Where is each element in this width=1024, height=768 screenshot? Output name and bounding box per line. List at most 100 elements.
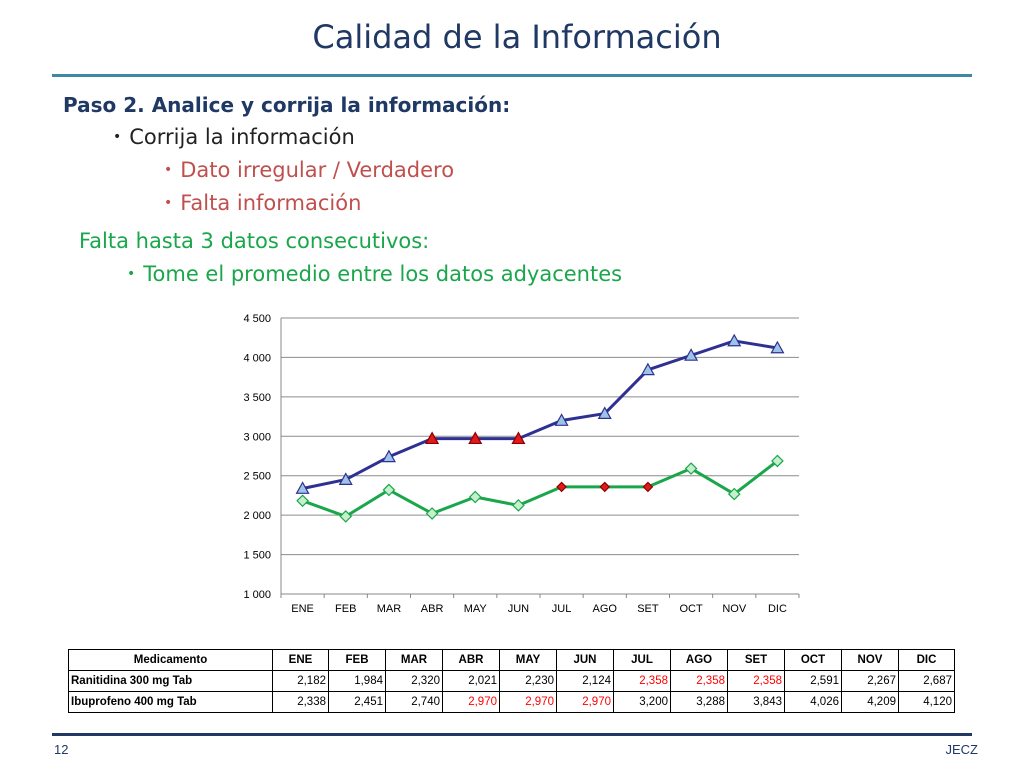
corrected-point-marker <box>511 431 526 445</box>
value-cell: 1,984 <box>328 670 386 692</box>
table-header-cell: Medicamento <box>68 649 273 671</box>
table-row: Ibuprofeno 400 mg Tab 2,338 2,451 2,740 2,97… <box>68 691 955 713</box>
y-tick-label: 2 500 <box>243 471 271 483</box>
point-marker <box>468 490 482 504</box>
y-tick-label: 1 500 <box>243 550 271 562</box>
series-line <box>302 339 778 490</box>
x-tick-label: SET <box>637 603 659 615</box>
bullet-correct: • Corrija la información <box>113 125 355 149</box>
table-header-cell: FEB <box>328 649 386 671</box>
table-header-cell: ENE <box>272 649 329 671</box>
y-tick-label: 2 000 <box>243 510 271 522</box>
point-marker <box>338 472 353 485</box>
gap-rule-heading: Falta hasta 3 datos consecutivos: <box>79 229 430 253</box>
slide-title: Calidad de la Información <box>312 18 722 56</box>
point-marker <box>554 413 569 426</box>
value-cell: 4,026 <box>784 691 842 713</box>
point-marker <box>425 507 439 520</box>
table-header-cell: AGO <box>670 649 728 671</box>
point-marker <box>771 454 784 468</box>
x-tick-label: MAY <box>464 603 488 615</box>
point-marker <box>381 449 396 463</box>
value-cell: 2,230 <box>499 670 557 692</box>
title-divider <box>52 74 972 77</box>
value-cell: 2,451 <box>328 691 386 713</box>
value-cell: 4,209 <box>841 691 899 713</box>
table-header-row: Medicamento ENE FEB MAR ABR MAY JUN JUL AGO SET OC… <box>68 649 955 671</box>
value-cell: 2,021 <box>442 670 500 692</box>
table-header-cell: ABR <box>442 649 500 671</box>
x-tick-label: JUL <box>552 603 572 615</box>
bullet-dot-icon: • <box>127 266 136 282</box>
x-tick-label: OCT <box>679 603 703 615</box>
point-marker <box>640 362 655 376</box>
point-marker <box>382 483 396 497</box>
bullet-missing-text: Falta información <box>180 191 362 215</box>
point-marker <box>727 333 742 347</box>
value-cell: 2,740 <box>385 691 443 713</box>
point-marker <box>295 481 310 494</box>
value-cell: 2,970 <box>442 691 500 713</box>
point-marker <box>770 340 785 354</box>
x-tick-label: FEB <box>335 603 356 615</box>
value-cell: 2,267 <box>841 670 899 692</box>
value-cell: 3,200 <box>613 691 671 713</box>
bullet-irregular: • Dato irregular / Verdadero <box>164 158 454 182</box>
bullet-dot-icon: • <box>164 162 173 178</box>
point-marker <box>296 494 309 508</box>
x-tick-label: NOV <box>722 603 747 615</box>
value-cell: 3,843 <box>727 691 785 713</box>
corrected-point-marker <box>642 481 654 493</box>
x-tick-label: MAR <box>377 603 402 615</box>
y-tick-label: 3 500 <box>243 392 271 404</box>
x-tick-label: ENE <box>291 603 314 615</box>
table-header-cell: OCT <box>784 649 842 671</box>
table-header-cell: DIC <box>898 649 955 671</box>
bullet-missing: • Falta información <box>164 191 361 215</box>
data-table: Medicamento ENE FEB MAR ABR MAY JUN JUL AGO SET OC… <box>68 649 955 713</box>
corrected-point-marker <box>556 481 567 493</box>
table-header-cell: JUN <box>556 649 614 671</box>
consumption-line-chart: 1 000 1 500 2 000 2 500 3 000 3 500 4 000 4 500… <box>243 313 800 615</box>
y-tick-label: 4 000 <box>243 352 271 364</box>
table-header-cell: MAR <box>385 649 443 671</box>
page-number: 12 <box>54 742 69 757</box>
x-tick-label: ABR <box>421 603 444 615</box>
corrected-point-marker <box>599 481 611 493</box>
point-marker <box>597 406 612 419</box>
table-header-cell: JUL <box>613 649 671 671</box>
table-header-cell: MAY <box>499 649 557 671</box>
value-cell: 2,591 <box>784 670 842 692</box>
table-header-cell: NOV <box>841 649 899 671</box>
value-cell: 2,970 <box>556 691 614 713</box>
medication-name-cell: Ranitidina 300 mg Tab <box>68 670 273 692</box>
table-header-cell: SET <box>727 649 785 671</box>
x-tick-label: JUN <box>508 603 529 615</box>
value-cell: 2,358 <box>670 670 728 692</box>
value-cell: 3,288 <box>670 691 728 713</box>
x-tick-label: DIC <box>768 603 787 615</box>
value-cell: 2,970 <box>499 691 557 713</box>
corrected-point-marker <box>468 431 483 445</box>
bullet-average: • Tome el promedio entre los datos adyace… <box>127 262 622 286</box>
point-marker <box>339 510 353 523</box>
y-tick-label: 4 500 <box>243 313 271 325</box>
footer-author: JECZ <box>945 742 979 757</box>
value-cell: 2,182 <box>272 670 329 692</box>
value-cell: 2,124 <box>556 670 614 692</box>
corrected-point-marker <box>425 431 440 445</box>
bullet-correct-text: Corrija la información <box>129 125 355 149</box>
y-tick-label: 3 000 <box>243 431 271 443</box>
y-tick-label: 1 000 <box>243 589 271 601</box>
series-line <box>302 459 779 518</box>
bullet-dot-icon: • <box>113 129 122 145</box>
bullet-average-text: Tome el promedio entre los datos adyacen… <box>143 262 623 286</box>
point-marker <box>684 348 699 361</box>
step-heading: Paso 2. Analice y corrija la información… <box>63 93 511 117</box>
point-marker <box>727 487 741 501</box>
x-tick-label: AGO <box>593 603 618 615</box>
value-cell: 2,358 <box>613 670 671 692</box>
value-cell: 2,687 <box>898 670 955 692</box>
footer-divider <box>52 733 972 736</box>
bullet-irregular-text: Dato irregular / Verdadero <box>180 158 455 182</box>
